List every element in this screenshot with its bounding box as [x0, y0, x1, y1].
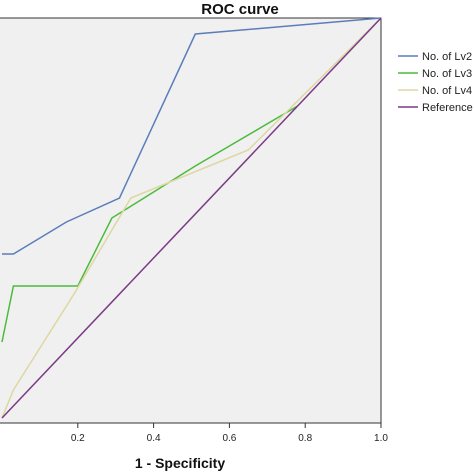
series-line-1	[2, 17, 382, 255]
chart-title: ROC curve	[201, 1, 279, 18]
legend-label-1: No. of Lv2	[422, 51, 472, 63]
legend-label-3: No. of Lv4	[422, 85, 472, 97]
series-line-4	[1, 17, 382, 419]
legend: No. of Lv2 No. of Lv3 No. of Lv4 Reference …	[398, 51, 474, 114]
legend-label-2: No. of Lv3	[422, 68, 472, 80]
x-tick-label: 0.8	[298, 433, 312, 444]
x-tick-label: 1.0	[374, 433, 388, 444]
x-tick-label: 0.6	[222, 433, 236, 444]
series-line-3	[1, 17, 382, 419]
x-axis-label: 1 - Specificity	[135, 455, 225, 471]
x-tick-label: 0.2	[71, 433, 85, 444]
x-tick-label: 0.4	[147, 433, 161, 444]
series-line-2	[1, 105, 298, 343]
series-lines	[1, 17, 382, 419]
legend-label-4: Reference Line	[422, 102, 474, 114]
x-axis-ticks: 0.2 0.4 0.6 0.8 1.0	[71, 423, 388, 444]
